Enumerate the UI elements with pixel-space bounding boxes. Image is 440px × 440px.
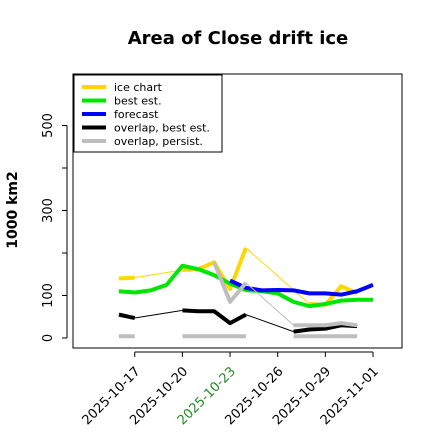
chart-title: Area of Close drift ice — [128, 28, 349, 49]
series-best-est- — [118, 263, 373, 309]
legend-label: ice chart — [114, 81, 163, 94]
y-axis-label: 1000 km2 — [5, 171, 21, 248]
series-line — [118, 312, 136, 320]
series-forecast — [229, 278, 374, 297]
y-axis: 0 100 300 500 — [41, 113, 68, 342]
series-line — [118, 263, 373, 309]
series-overlap-best-est- — [118, 308, 358, 334]
y-tick-label: 0 — [41, 334, 56, 342]
y-tick-label: 300 — [41, 198, 56, 223]
series-line — [293, 321, 358, 328]
legend-label: overlap, best est. — [114, 122, 210, 135]
x-axis: 2025-10-172025-10-202025-10-232025-10-26… — [80, 351, 382, 428]
series-ice-chart — [118, 247, 358, 307]
series-layer — [118, 247, 374, 339]
series-thin-line — [245, 314, 294, 333]
y-tick-label: 500 — [41, 113, 56, 138]
series-line — [212, 261, 248, 304]
series-line — [118, 275, 135, 281]
series-thin-line — [245, 247, 310, 305]
series-line — [229, 278, 374, 297]
plot-frame — [72, 73, 403, 349]
series-line — [182, 308, 247, 326]
legend-label: overlap, persist. — [114, 135, 203, 148]
series-overlap-persist- — [118, 261, 358, 339]
series-thin-line — [245, 282, 294, 326]
legend-label: forecast — [114, 108, 159, 121]
legend-label: best est. — [114, 95, 162, 108]
series-thin-line — [134, 309, 183, 319]
series-thin-line — [134, 269, 183, 279]
y-tick-label: 100 — [41, 283, 56, 308]
